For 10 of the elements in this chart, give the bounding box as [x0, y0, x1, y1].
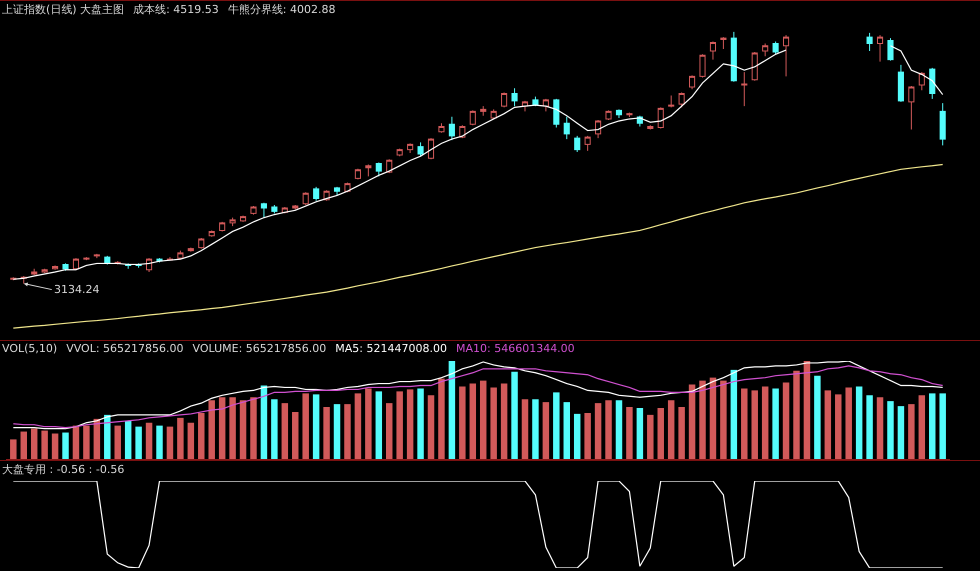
annotation: 3134.24 — [54, 283, 100, 296]
chart-title: 上证指数(日线) 大盘主图 — [2, 3, 124, 16]
chart-title: 大盘专用 : -0.56 : -0.56 — [2, 463, 124, 476]
text: 成本线: 4519.53 — [133, 3, 219, 16]
text: MA10: 546601344.00 — [456, 342, 575, 355]
text: VOLUME: 565217856.00 — [192, 342, 326, 355]
text: VVOL: 565217856.00 — [66, 342, 184, 355]
text: 牛熊分界线: 4002.88 — [228, 3, 336, 16]
text: MA5: 521447008.00 — [335, 342, 447, 355]
chart-title: VOL(5,10) — [2, 342, 58, 355]
